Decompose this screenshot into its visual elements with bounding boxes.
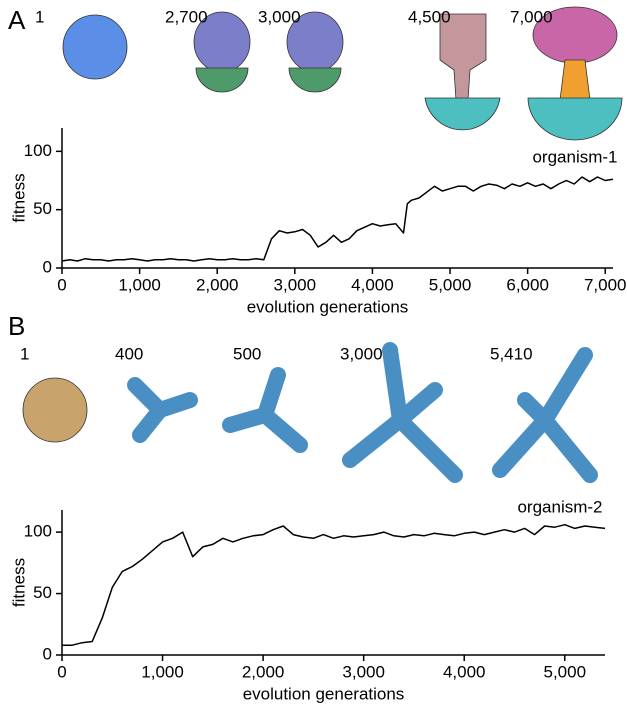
organism [424, 97, 501, 131]
snapshot-label: 5,410 [490, 344, 533, 363]
x-axis-label: evolution generations [247, 297, 409, 316]
x-axis-label: evolution generations [243, 684, 405, 703]
x-tick-label: 4,000 [351, 275, 394, 294]
organism [559, 59, 591, 101]
organism [439, 13, 487, 101]
snapshot-label: 400 [115, 344, 143, 363]
y-axis-label: fitness [9, 558, 28, 607]
snapshot-label: 7,000 [510, 7, 553, 26]
snapshot-label: 1 [20, 344, 29, 363]
organism [288, 67, 342, 93]
annotation: organism-2 [517, 497, 602, 516]
x-tick-label: 0 [57, 662, 66, 681]
x-tick-label: 5,000 [544, 662, 587, 681]
panel-label: B [8, 311, 25, 341]
x-tick-label: 6,000 [506, 275, 549, 294]
x-tick-label: 2,000 [196, 275, 239, 294]
organism [195, 67, 249, 93]
y-tick-label: 0 [43, 257, 52, 276]
y-tick-label: 50 [33, 583, 52, 602]
x-tick-label: 0 [57, 275, 66, 294]
snapshot-label: 500 [233, 344, 261, 363]
x-tick-label: 1,000 [118, 275, 161, 294]
y-axis-label: fitness [9, 173, 28, 222]
snapshot-label: 1 [35, 7, 44, 26]
annotation: organism-1 [532, 147, 617, 166]
y-tick-label: 100 [24, 141, 52, 160]
snapshot-label: 3,000 [258, 7, 301, 26]
y-tick-label: 50 [33, 199, 52, 218]
y-tick-label: 0 [43, 644, 52, 663]
x-tick-label: 1,000 [141, 662, 184, 681]
snapshot-label: 2,700 [165, 7, 208, 26]
organism [22, 377, 88, 443]
organism-illustrations [22, 6, 623, 483]
snapshot-label: 3,000 [340, 344, 383, 363]
x-tick-label: 4,000 [443, 662, 486, 681]
organism [527, 97, 623, 141]
x-tick-label: 7,000 [584, 275, 627, 294]
snapshot-label: 4,500 [408, 7, 451, 26]
x-tick-label: 2,000 [242, 662, 285, 681]
organism [62, 14, 128, 80]
x-tick-label: 3,000 [342, 662, 385, 681]
organism [127, 342, 598, 483]
fitness-line [61, 176, 614, 262]
fitness-line [62, 523, 606, 646]
x-tick-label: 3,000 [274, 275, 317, 294]
y-tick-label: 100 [24, 522, 52, 541]
panel-label: A [8, 5, 26, 35]
x-tick-label: 5,000 [429, 275, 472, 294]
